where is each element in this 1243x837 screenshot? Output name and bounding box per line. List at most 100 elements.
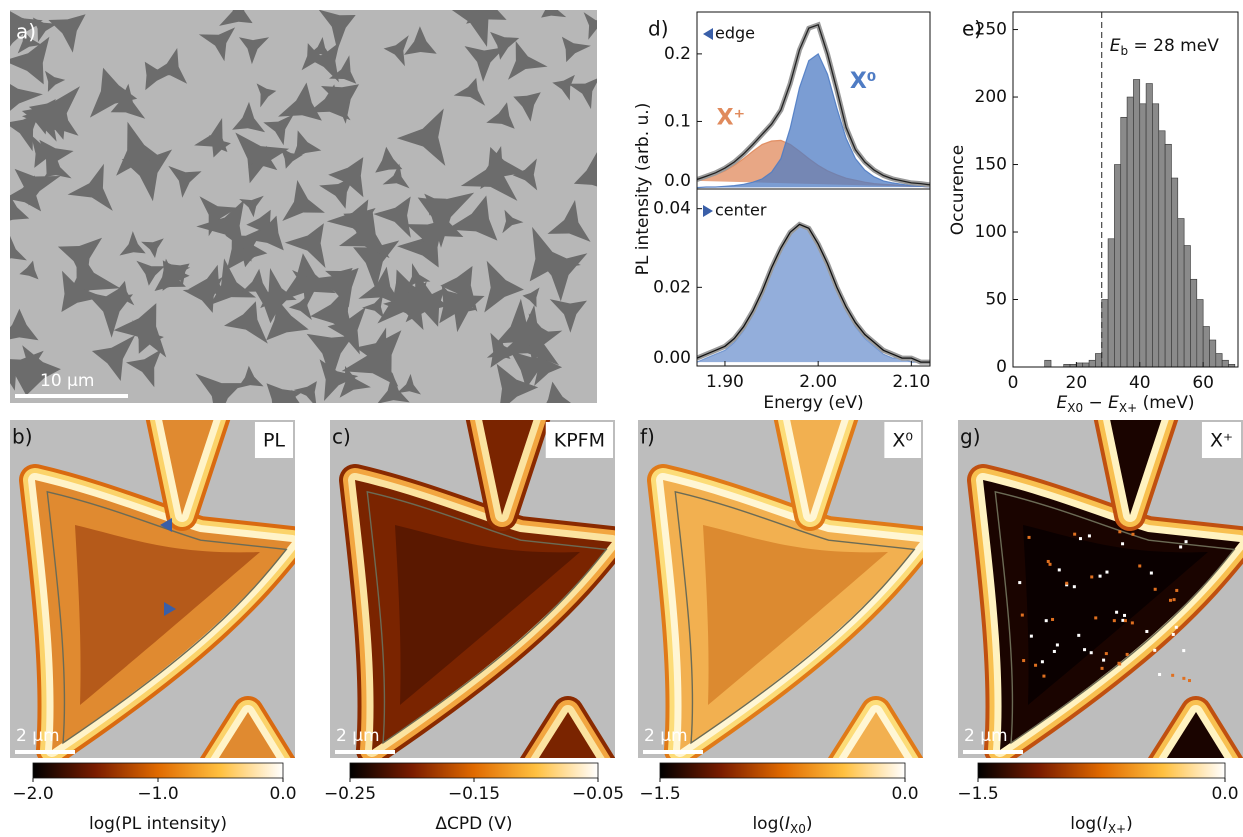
panel-tag: KPFM	[554, 430, 605, 452]
text-part: log(PL intensity)	[89, 814, 227, 834]
speckle	[1185, 540, 1188, 543]
panel-tag: X⁺	[1210, 430, 1233, 452]
speckle	[1188, 679, 1191, 682]
map-image	[958, 400, 1243, 780]
text-part: X+	[1108, 822, 1126, 836]
panel-label: g)	[960, 425, 981, 449]
y-tick-label: 0.0	[664, 171, 691, 191]
speckle	[1056, 643, 1059, 646]
flake	[541, 0, 566, 18]
speckle	[1021, 614, 1024, 617]
text-part: E	[1108, 393, 1119, 413]
speckle	[1102, 659, 1105, 662]
y-tick-label: 0	[996, 357, 1007, 377]
speckle	[1065, 582, 1068, 585]
series-label: X⁺	[717, 105, 746, 130]
bar	[1209, 340, 1215, 367]
speckle	[1088, 534, 1091, 537]
bar	[1140, 104, 1146, 367]
map-panel: f)X⁰2 µm	[638, 400, 923, 780]
speckle	[1150, 572, 1153, 575]
speckle	[1171, 674, 1174, 677]
speckle	[1115, 611, 1118, 614]
speckle	[1118, 530, 1121, 533]
speckle	[1058, 568, 1061, 571]
speckle	[1118, 663, 1121, 666]
legend-label: center	[715, 201, 767, 220]
speckle	[1090, 575, 1093, 578]
y-tick-label: 0.04	[653, 199, 691, 219]
colorbar-label: log(IX0)	[752, 814, 812, 836]
text-part: X+	[1119, 401, 1137, 415]
y-tick-label: 50	[985, 290, 1007, 310]
bar	[1089, 360, 1095, 367]
y-tick-label: 0.02	[653, 277, 691, 297]
speckle	[1169, 599, 1172, 602]
colorbar	[660, 763, 905, 778]
figure: a)10 µmb)PL2 µmc)KPFM2 µmf)X⁰2 µmg)X⁺2 µ…	[0, 0, 1243, 837]
panel-label: a)	[16, 20, 36, 44]
speckle	[1101, 667, 1104, 670]
colorbar-tick-label: 0.0	[269, 784, 296, 804]
bar	[1114, 165, 1120, 367]
speckle	[1047, 560, 1050, 563]
text-part: E	[1056, 393, 1067, 413]
y-tick-label: 150	[975, 155, 1007, 175]
x-axis-label: EX0 − EX+ (meV)	[1056, 393, 1194, 415]
colorbar-tick-label: −0.25	[324, 784, 376, 804]
map-image	[638, 400, 923, 780]
speckle	[1045, 619, 1048, 622]
legend-marker	[703, 28, 713, 40]
scale-bar-label: 10 µm	[40, 371, 94, 391]
bar	[1171, 178, 1177, 367]
series-label: X⁰	[850, 69, 877, 94]
x-tick-label: 2.00	[799, 372, 837, 392]
legend-label: edge	[715, 24, 755, 43]
speckle	[1121, 542, 1124, 545]
y-axis-label: PL intensity (arb. u.)	[633, 103, 653, 276]
speckle	[1028, 536, 1031, 539]
bar	[1083, 363, 1089, 367]
colorbar-label: ΔCPD (V)	[435, 814, 512, 834]
text-part: = 28 meV	[1128, 36, 1219, 56]
speckle	[1105, 571, 1108, 574]
text-part: (meV)	[1137, 393, 1194, 413]
bar	[1165, 144, 1171, 367]
scale-bar-label: 2 µm	[644, 726, 688, 746]
bar	[1076, 363, 1082, 367]
bar	[1095, 354, 1101, 367]
speckle	[1034, 664, 1037, 667]
colorbar	[350, 763, 598, 778]
speckle	[1158, 673, 1161, 676]
x-tick-label: 0	[1008, 373, 1019, 393]
scale-bar-label: 2 µm	[336, 726, 380, 746]
scale-bar-label: 2 µm	[964, 726, 1008, 746]
speckle	[1049, 563, 1052, 566]
panel-label: b)	[12, 425, 33, 449]
y-tick-label: 200	[975, 87, 1007, 107]
bar	[1216, 354, 1222, 367]
text-part: E	[1110, 36, 1121, 56]
speckle	[1145, 630, 1148, 633]
map-panel: b)PL2 µm	[10, 400, 295, 780]
text-part: )	[806, 814, 813, 834]
speckle	[1138, 564, 1141, 567]
y-tick-label: 0.1	[664, 111, 691, 131]
y-axis-label: Occurence	[948, 145, 968, 236]
speckle	[1123, 614, 1126, 617]
speckle	[1153, 649, 1156, 652]
panel-tag: X⁰	[892, 430, 913, 452]
y-tick-label: 100	[975, 222, 1007, 242]
speckle	[1105, 652, 1108, 655]
speckle	[1175, 589, 1178, 592]
text-part: −	[1083, 393, 1108, 413]
plot	[697, 224, 930, 362]
speckle	[1173, 598, 1176, 601]
panel-tag: PL	[263, 430, 285, 452]
text-part: ΔCPD (V)	[435, 814, 512, 834]
speckle	[1182, 677, 1185, 680]
speckle	[1099, 575, 1102, 578]
speckle	[1073, 585, 1076, 588]
colorbar-label: log(IX+)	[1070, 814, 1133, 836]
text-part: log(	[752, 814, 785, 834]
